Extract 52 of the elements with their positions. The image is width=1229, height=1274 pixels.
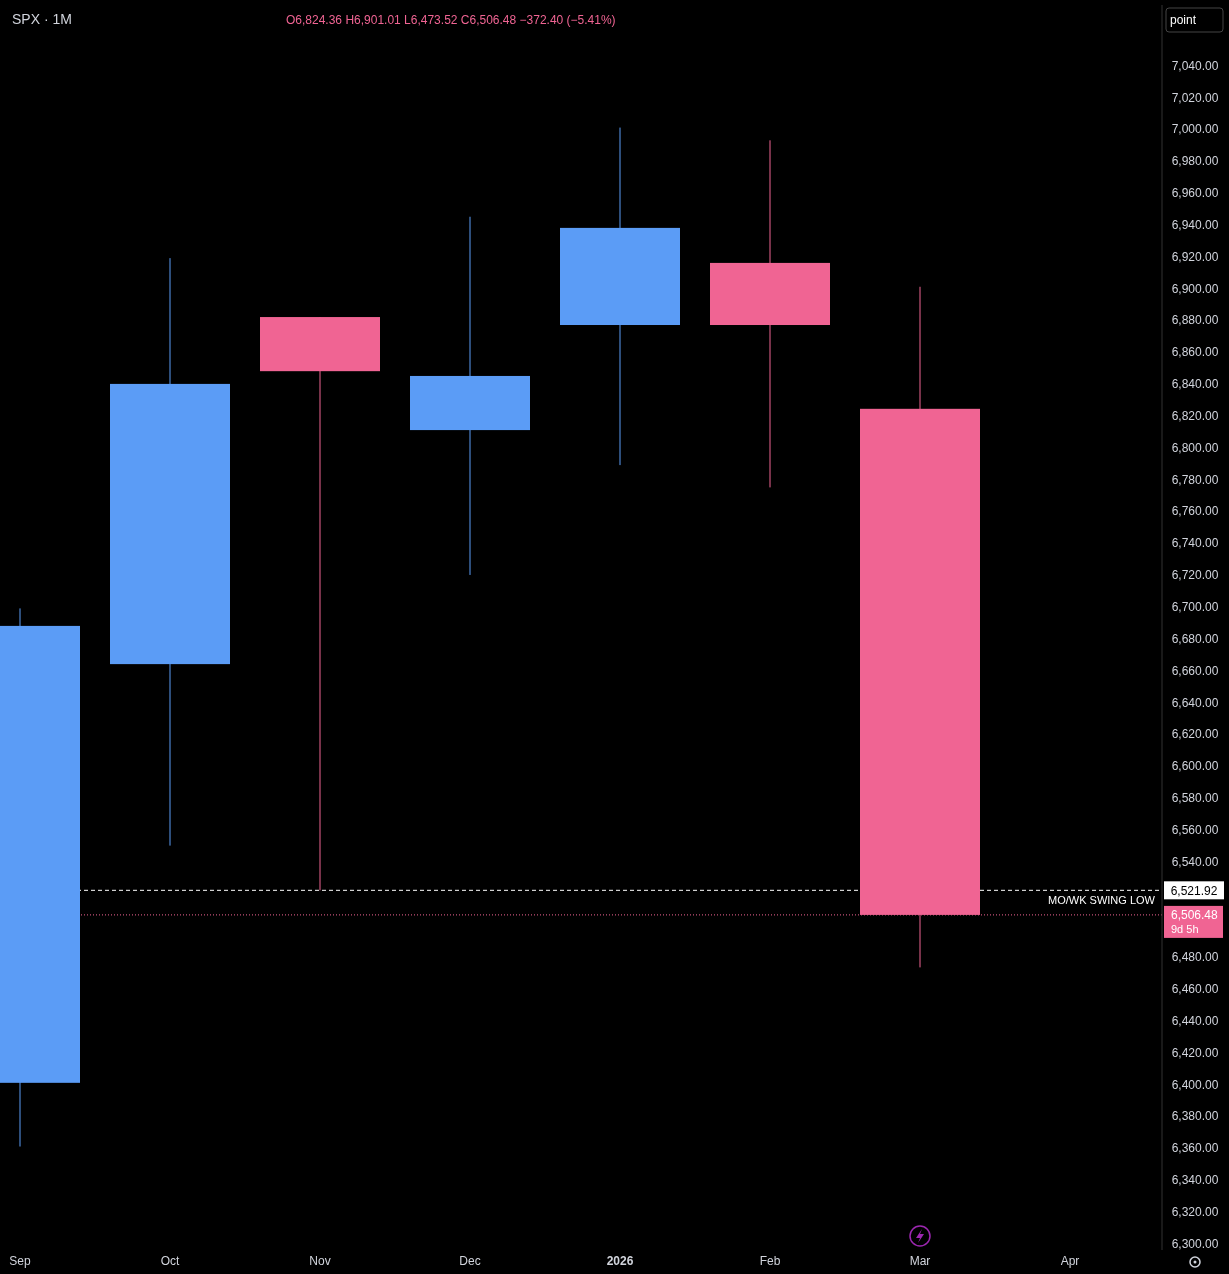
y-tick-label: 6,300.00	[1171, 1236, 1219, 1251]
y-tick-label: 6,980.00	[1171, 154, 1219, 169]
y-tick-label: 6,800.00	[1171, 440, 1219, 455]
y-tick-label: 6,780.00	[1171, 472, 1219, 487]
y-tick-label: 6,460.00	[1171, 982, 1219, 997]
y-tick-label: 6,620.00	[1171, 727, 1219, 742]
ref-line-label: MO/WK SWING LOW	[1048, 894, 1156, 907]
x-tick-label: Apr	[1060, 1254, 1080, 1268]
y-tick-label: 7,000.00	[1171, 122, 1219, 137]
y-tick-label: 6,700.00	[1171, 600, 1219, 614]
y-tick-label: 6,380.00	[1171, 1109, 1219, 1124]
x-tick-label: Mar	[909, 1254, 931, 1268]
y-tick-label: 6,320.00	[1171, 1204, 1219, 1219]
x-tick-label: Feb	[759, 1254, 781, 1268]
y-tick-label: 6,480.00	[1171, 950, 1219, 965]
y-tick-label: 6,340.00	[1171, 1173, 1219, 1188]
y-tick-label: 6,580.00	[1171, 791, 1219, 806]
y-tick-label: 6,540.00	[1171, 854, 1219, 869]
candlestick	[260, 316, 380, 891]
x-tick-label: Dec	[459, 1254, 481, 1268]
y-tick-label: 6,880.00	[1171, 313, 1219, 328]
y-tick-label: 6,840.00	[1171, 377, 1219, 392]
y-tick-label: 6,400.00	[1171, 1077, 1219, 1092]
text: 6,521.92	[1170, 883, 1218, 898]
y-tick-label: 6,660.00	[1171, 663, 1219, 678]
y-tick-label: 6,720.00	[1171, 568, 1219, 583]
y-tick-label: 6,900.00	[1171, 281, 1219, 296]
x-tick-label: Oct	[160, 1254, 180, 1268]
y-tick-label: 6,960.00	[1171, 186, 1219, 201]
y-tick-label: 6,940.00	[1171, 217, 1219, 232]
chart-title: SPX · 1M	[12, 11, 72, 27]
y-tick-label: 6,820.00	[1171, 408, 1219, 423]
text: point	[1170, 13, 1197, 27]
ref-line-label: 9d 5h	[1171, 922, 1199, 935]
y-tick-label: 6,440.00	[1171, 1013, 1219, 1028]
y-tick-label: 6,920.00	[1171, 249, 1219, 264]
y-tick-label: 6,420.00	[1171, 1045, 1219, 1060]
y-tick-label: 7,020.00	[1171, 90, 1219, 105]
y-tick-label: 6,600.00	[1171, 759, 1219, 774]
y-tick-label: 6,360.00	[1171, 1141, 1219, 1156]
y-tick-label: 6,760.00	[1171, 504, 1219, 519]
x-tick-label: Nov	[309, 1254, 331, 1268]
y-tick-label: 6,680.00	[1171, 631, 1219, 646]
x-tick-label: Sep	[9, 1254, 31, 1268]
text: 6,506.48	[1171, 908, 1219, 923]
y-tick-label: 6,560.00	[1171, 822, 1219, 837]
y-tick-label: 6,640.00	[1171, 695, 1219, 710]
y-tick-label: 7,040.00	[1171, 58, 1219, 73]
x-tick-label: 2026	[606, 1254, 634, 1268]
y-tick-label: 6,860.00	[1171, 345, 1219, 360]
annotation: O6,824.36 H6,901.01 L6,473.52 C6,506.48 −372.40 (−5.41%)	[286, 13, 616, 27]
y-tick-label: 6,740.00	[1171, 536, 1219, 551]
